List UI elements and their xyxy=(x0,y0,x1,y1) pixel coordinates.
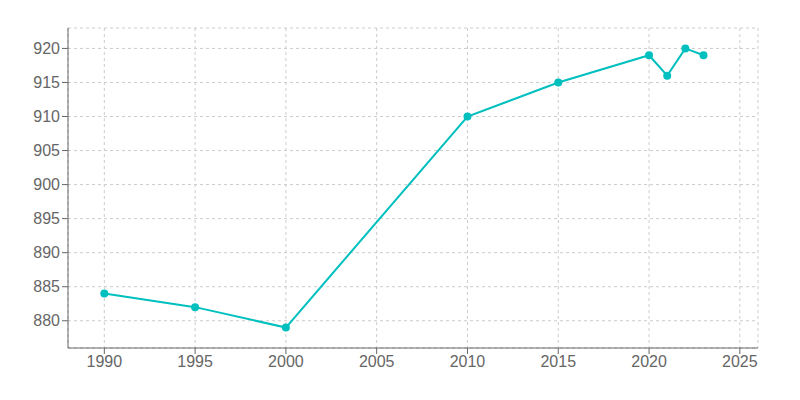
svg-text:900: 900 xyxy=(33,176,60,193)
svg-text:905: 905 xyxy=(33,142,60,159)
svg-text:2015: 2015 xyxy=(540,353,576,370)
svg-text:1990: 1990 xyxy=(87,353,123,370)
svg-text:890: 890 xyxy=(33,244,60,261)
svg-text:885: 885 xyxy=(33,278,60,295)
svg-text:920: 920 xyxy=(33,40,60,57)
svg-text:2010: 2010 xyxy=(450,353,486,370)
svg-text:895: 895 xyxy=(33,210,60,227)
svg-text:915: 915 xyxy=(33,74,60,91)
svg-text:2020: 2020 xyxy=(631,353,667,370)
svg-text:880: 880 xyxy=(33,312,60,329)
svg-text:2005: 2005 xyxy=(359,353,395,370)
svg-text:2000: 2000 xyxy=(268,353,304,370)
svg-text:1995: 1995 xyxy=(177,353,213,370)
svg-text:910: 910 xyxy=(33,108,60,125)
svg-text:2025: 2025 xyxy=(722,353,758,370)
